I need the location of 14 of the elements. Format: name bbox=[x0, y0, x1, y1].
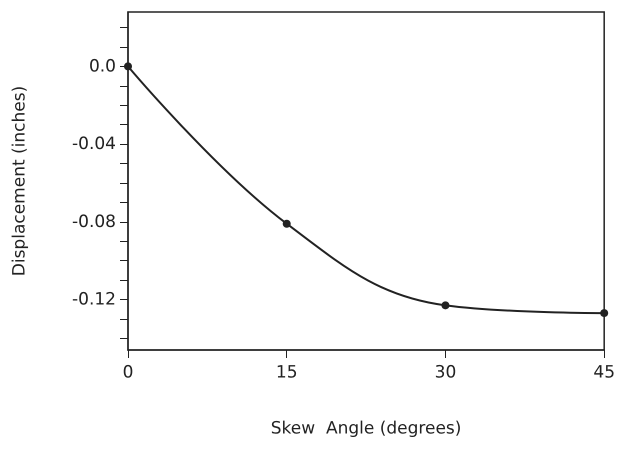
x-tick-label: 45 bbox=[593, 362, 616, 382]
point bbox=[282, 220, 291, 228]
x-tick-label: 15 bbox=[276, 362, 298, 382]
y-tick-label: -0.04 bbox=[72, 134, 116, 154]
point bbox=[600, 309, 608, 318]
x-axis-title: Skew Angle (degrees) bbox=[270, 418, 462, 438]
y-axis-title: Displacement (inches) bbox=[10, 86, 30, 276]
y-tick-label: -0.12 bbox=[72, 289, 116, 310]
x-tick-label: 0 bbox=[122, 362, 134, 382]
y-tick-label: 0.0 bbox=[88, 56, 116, 76]
x-tick-label: 30 bbox=[434, 362, 456, 382]
point bbox=[124, 62, 132, 70]
point bbox=[441, 301, 450, 310]
y-tick-label: -0.08 bbox=[72, 212, 116, 232]
